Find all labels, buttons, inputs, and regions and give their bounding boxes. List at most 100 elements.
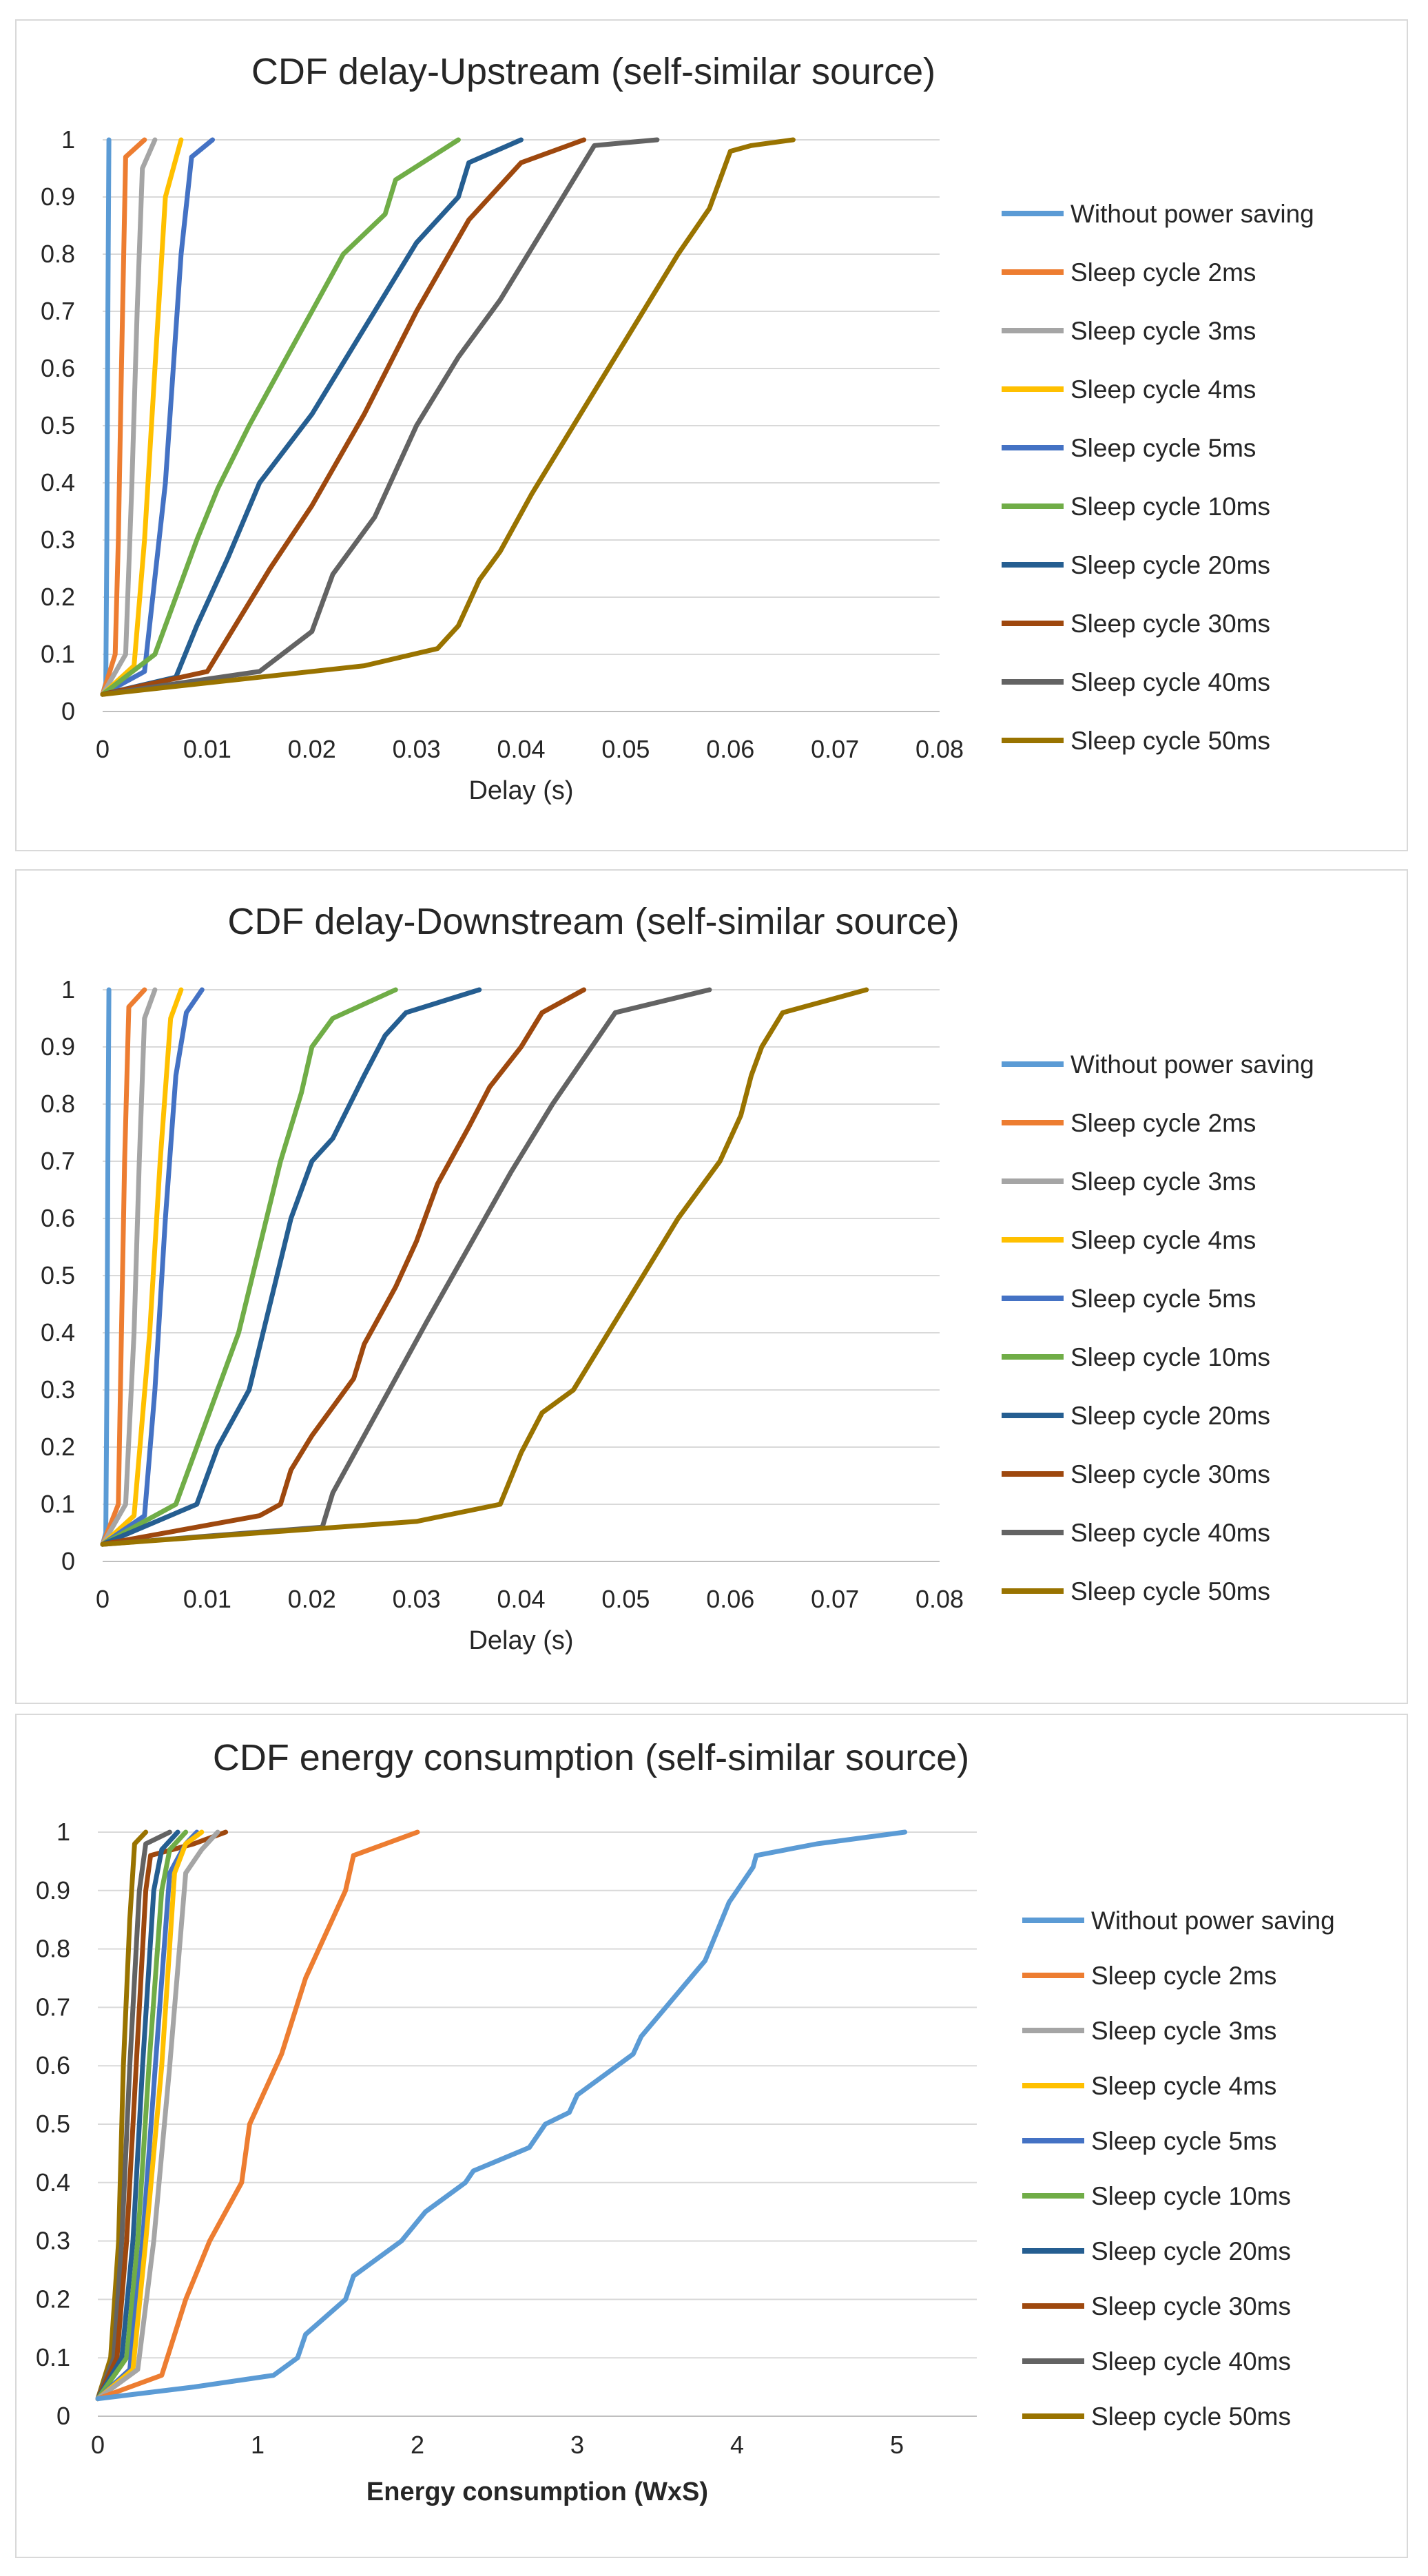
chart-downstream-svg: CDF delay-Downstream (self-similar sourc… <box>41 901 1314 1655</box>
upstream-xtick-label: 0.02 <box>288 735 336 763</box>
energy-ytick-label: 0.9 <box>36 1876 70 1904</box>
upstream-ytick-label: 0.3 <box>41 526 75 554</box>
energy-ytick-label: 0.2 <box>36 2285 70 2313</box>
downstream-series-line-2 <box>100 987 158 1547</box>
upstream-series-line-4 <box>100 137 215 697</box>
energy-xtick-label: 4 <box>730 2431 744 2459</box>
upstream-xtick-label: 0.05 <box>601 735 650 763</box>
chart-energy-svg: CDF energy consumption (self-similar sou… <box>36 1737 1335 2506</box>
chart-upstream-svg: CDF delay-Upstream (self-similar source)… <box>41 51 1314 805</box>
downstream-ytick-label: 0.3 <box>41 1375 75 1404</box>
upstream-ytick-label: 0.9 <box>41 183 75 211</box>
upstream-series-line-5 <box>100 137 461 697</box>
downstream-series-line-7 <box>100 987 587 1547</box>
downstream-legend-label: Sleep cycle 2ms <box>1070 1109 1256 1137</box>
downstream-xtick-label: 0.01 <box>183 1585 231 1613</box>
upstream-legend-label: Sleep cycle 2ms <box>1070 258 1256 287</box>
downstream-series-line-4 <box>100 987 205 1547</box>
downstream-ytick-label: 0.6 <box>41 1204 75 1232</box>
downstream-ytick-label: 1 <box>61 975 75 1004</box>
upstream-legend-label: Sleep cycle 30ms <box>1070 610 1270 638</box>
downstream-legend-label: Without power saving <box>1070 1050 1314 1079</box>
upstream-xtick-label: 0.01 <box>183 735 231 763</box>
energy-ytick-label: 0.7 <box>36 1993 70 2021</box>
downstream-ytick-label: 0.4 <box>41 1318 75 1347</box>
energy-ytick-label: 0.1 <box>36 2343 70 2371</box>
downstream-xaxis-label: Delay (s) <box>468 1626 573 1655</box>
energy-xtick-label: 3 <box>570 2431 584 2459</box>
downstream-legend-label: Sleep cycle 10ms <box>1070 1343 1270 1371</box>
downstream-legend-label: Sleep cycle 20ms <box>1070 1402 1270 1430</box>
upstream-ytick-label: 0.6 <box>41 354 75 382</box>
energy-legend-label: Sleep cycle 2ms <box>1091 1962 1276 1990</box>
upstream-series-line-6 <box>100 137 524 697</box>
upstream-ytick-label: 0.7 <box>41 297 75 325</box>
downstream-xtick-label: 0.02 <box>288 1585 336 1613</box>
upstream-legend-label: Sleep cycle 20ms <box>1070 551 1270 579</box>
downstream-legend-label: Sleep cycle 5ms <box>1070 1285 1256 1313</box>
upstream-series-line-0 <box>100 137 112 697</box>
energy-legend-label: Sleep cycle 40ms <box>1091 2347 1291 2376</box>
energy-legend-label: Sleep cycle 50ms <box>1091 2402 1291 2431</box>
energy-legend-label: Sleep cycle 3ms <box>1091 2017 1276 2045</box>
energy-ytick-label: 0.8 <box>36 1935 70 1963</box>
upstream-xtick-label: 0.04 <box>497 735 545 763</box>
energy-ytick-label: 0 <box>56 2402 70 2430</box>
downstream-xtick-label: 0.08 <box>915 1585 964 1613</box>
chart-panel-energy: CDF energy consumption (self-similar sou… <box>15 1714 1408 2558</box>
energy-xtick-label: 1 <box>251 2431 265 2459</box>
energy-legend-label: Sleep cycle 10ms <box>1091 2182 1291 2210</box>
downstream-series-line-8 <box>100 987 712 1547</box>
downstream-legend-label: Sleep cycle 4ms <box>1070 1226 1256 1254</box>
downstream-xtick-label: 0.06 <box>706 1585 754 1613</box>
energy-series-line-6 <box>95 1829 180 2402</box>
energy-ytick-label: 0.6 <box>36 2051 70 2079</box>
upstream-ytick-label: 0 <box>61 697 75 725</box>
downstream-chart-title: CDF delay-Downstream (self-similar sourc… <box>227 901 959 942</box>
energy-series-line-5 <box>95 1829 189 2402</box>
upstream-xtick-label: 0.06 <box>706 735 754 763</box>
upstream-xtick-label: 0.07 <box>811 735 859 763</box>
energy-ytick-label: 0.5 <box>36 2110 70 2138</box>
upstream-series-line-9 <box>100 137 796 697</box>
energy-series-line-3 <box>95 1829 205 2402</box>
upstream-ytick-label: 0.1 <box>41 640 75 668</box>
downstream-legend-label: Sleep cycle 30ms <box>1070 1460 1270 1488</box>
upstream-legend-label: Sleep cycle 5ms <box>1070 434 1256 462</box>
chart-panel-upstream: CDF delay-Upstream (self-similar source)… <box>15 19 1408 851</box>
downstream-xtick-label: 0.07 <box>811 1585 859 1613</box>
energy-series-line-0 <box>95 1829 908 2402</box>
downstream-ytick-label: 0.9 <box>41 1032 75 1061</box>
energy-series-line-1 <box>95 1829 420 2402</box>
energy-xtick-label: 2 <box>411 2431 424 2459</box>
energy-ytick-label: 1 <box>56 1818 70 1846</box>
upstream-series-line-1 <box>100 137 147 697</box>
downstream-ytick-label: 0 <box>61 1547 75 1575</box>
energy-xaxis-label: Energy consumption (WxS) <box>366 2478 708 2506</box>
upstream-series-line-7 <box>100 137 587 697</box>
downstream-legend-label: Sleep cycle 3ms <box>1070 1167 1256 1196</box>
energy-legend-label: Sleep cycle 20ms <box>1091 2237 1291 2265</box>
upstream-chart-title: CDF delay-Upstream (self-similar source) <box>251 51 935 92</box>
downstream-series-line-6 <box>100 987 482 1547</box>
downstream-series-line-5 <box>100 987 398 1547</box>
energy-legend-label: Sleep cycle 5ms <box>1091 2127 1276 2155</box>
upstream-ytick-label: 0.4 <box>41 468 75 497</box>
upstream-ytick-label: 1 <box>61 125 75 154</box>
upstream-legend-label: Sleep cycle 10ms <box>1070 492 1270 521</box>
energy-legend-label: Sleep cycle 30ms <box>1091 2292 1291 2320</box>
downstream-series-line-9 <box>100 987 869 1547</box>
energy-xtick-label: 0 <box>91 2431 105 2459</box>
upstream-ytick-label: 0.5 <box>41 411 75 439</box>
energy-series-line-2 <box>95 1829 220 2402</box>
energy-legend-label: Sleep cycle 4ms <box>1091 2072 1276 2100</box>
upstream-legend-label: Sleep cycle 4ms <box>1070 375 1256 404</box>
energy-xtick-label: 5 <box>890 2431 904 2459</box>
energy-ytick-label: 0.3 <box>36 2227 70 2255</box>
downstream-xtick-label: 0 <box>96 1585 110 1613</box>
downstream-series-line-1 <box>100 987 147 1547</box>
downstream-ytick-label: 0.7 <box>41 1147 75 1175</box>
upstream-xaxis-label: Delay (s) <box>468 776 573 805</box>
upstream-series-line-2 <box>100 137 158 697</box>
energy-series-line-9 <box>95 1829 149 2402</box>
